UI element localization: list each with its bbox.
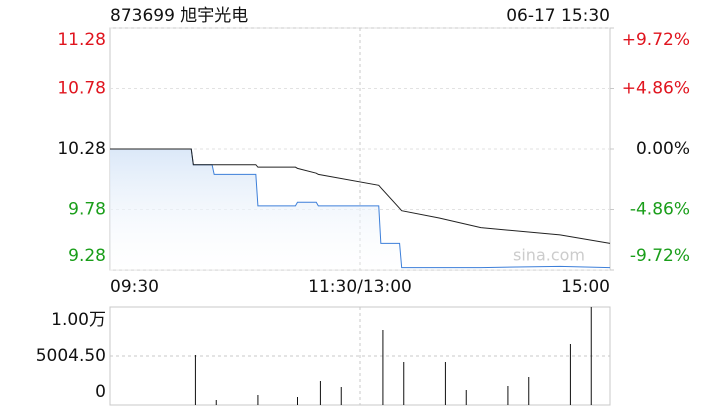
volume-bar [215, 399, 217, 405]
y-tick-label: 10.28 [57, 139, 106, 159]
volume-bar [465, 389, 467, 405]
volume-bar [528, 376, 530, 405]
volume-bar [194, 354, 196, 405]
y2-tick-label: 0.00% [636, 139, 690, 159]
volume-tick-label: 1.00万 [51, 310, 106, 330]
volume-bar [590, 307, 592, 405]
volume-bar [382, 329, 384, 405]
y2-tick-label: +9.72% [622, 30, 690, 50]
volume-bar [319, 381, 321, 405]
y-tick-label: 10.78 [57, 79, 106, 99]
volume-bar [340, 387, 342, 405]
volume-tick-label: 0 [95, 382, 106, 402]
volume-tick-label: 5004.50 [36, 346, 106, 366]
y2-tick-label: +4.86% [622, 79, 690, 99]
volume-bar [403, 361, 405, 405]
volume-bar [507, 386, 509, 405]
volume-bar [257, 395, 259, 405]
y2-tick-label: -9.72% [630, 246, 690, 266]
volume-bar [569, 344, 571, 405]
y-tick-label: 9.78 [68, 200, 106, 220]
timestamp: 06-17 15:30 [506, 6, 610, 26]
y-tick-label: 9.28 [68, 246, 106, 266]
watermark: sina.com [513, 246, 585, 265]
volume-bar [297, 397, 298, 405]
price-area [110, 149, 610, 270]
volume-bar [444, 361, 446, 405]
average-line [110, 148, 611, 244]
x-tick-label: 09:30 [110, 277, 159, 297]
y2-tick-label: -4.86% [630, 200, 690, 220]
x-tick-label: 15:00 [561, 277, 610, 297]
chart-title: 873699 旭宇光电 [110, 6, 248, 26]
y-tick-label: 11.28 [57, 30, 106, 50]
x-tick-label: 11:30/13:00 [308, 277, 412, 297]
